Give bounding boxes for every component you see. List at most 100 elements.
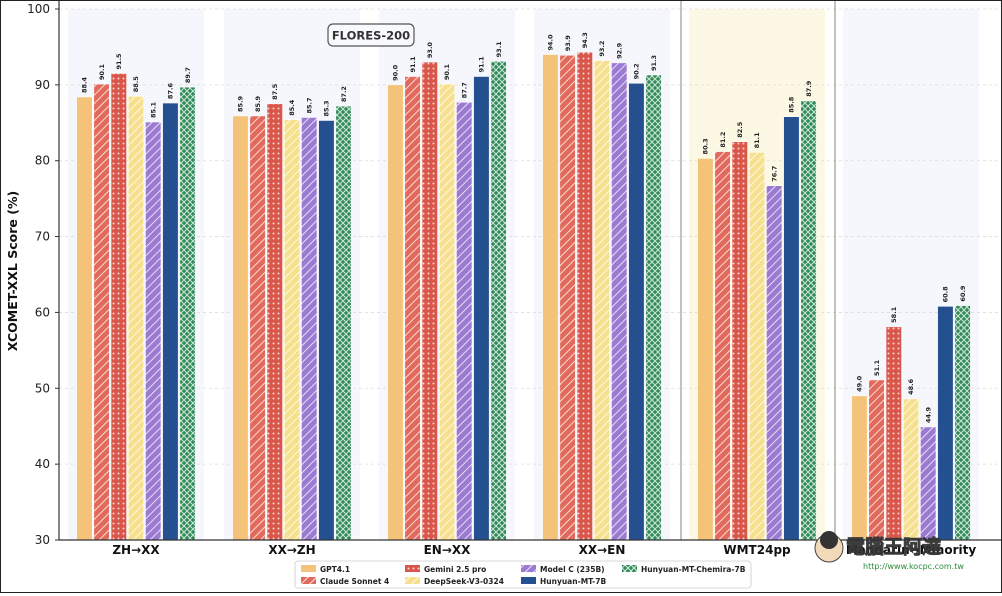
bar-hunyuan-mt-7b	[783, 116, 800, 541]
bar-value-label: 85.9	[237, 95, 245, 112]
bar-group	[559, 55, 576, 541]
y-tick-label: 40	[35, 457, 50, 471]
bar-pattern-overlay	[920, 426, 936, 540]
bar-value-label: 81.2	[719, 132, 727, 148]
bar-value-label: 87.6	[167, 83, 175, 100]
bar-pattern-overlay	[439, 84, 455, 540]
watermark-title: 電腦王阿達	[846, 535, 941, 558]
bar-group	[145, 121, 162, 541]
bar-pattern-overlay	[903, 398, 919, 540]
x-category-label: WMT24pp	[723, 543, 791, 557]
bar-pattern-overlay	[249, 115, 266, 541]
bar-value-label: 91.1	[478, 56, 486, 73]
bar-group	[697, 158, 714, 541]
bar-group	[387, 84, 404, 541]
y-axis-label: XCOMET-XXL Score (%)	[5, 191, 20, 351]
bar-group	[954, 305, 971, 541]
bar-group	[594, 60, 610, 541]
bar-group	[628, 83, 645, 541]
bar-group	[937, 306, 954, 541]
bar-group	[731, 141, 748, 541]
y-tick-label: 50	[35, 381, 50, 395]
flores-annotation-text: FLORES-200	[332, 29, 410, 43]
bar-group	[162, 102, 179, 541]
bar-group	[439, 83, 455, 541]
bar-group	[576, 51, 593, 541]
bar-pattern-overlay	[868, 379, 885, 540]
bar-hunyuan-mt-7b	[628, 83, 645, 541]
bar-gpt4-1	[542, 54, 559, 541]
bar-value-label: 91.5	[115, 53, 123, 70]
bar-value-label: 90.1	[443, 64, 451, 81]
legend-label: GPT4.1	[320, 565, 350, 574]
bar-value-label: 85.1	[149, 102, 157, 119]
bar-pattern-overlay	[594, 60, 610, 540]
bar-pattern-overlay	[335, 106, 352, 541]
bar-hunyuan-mt-7b	[318, 120, 335, 541]
y-tick-label: 80	[35, 154, 50, 168]
bar-value-label: 88.5	[132, 76, 140, 93]
x-category-label: XX→EN	[579, 543, 626, 557]
bar-value-label: 58.1	[890, 306, 898, 323]
bar-pattern-overlay	[267, 103, 283, 541]
bar-value-label: 93.9	[564, 35, 572, 52]
bar-value-label: 85.3	[323, 100, 331, 116]
bar-group	[93, 83, 110, 541]
bar-pattern-overlay	[128, 96, 144, 540]
bar-value-label: 48.6	[907, 378, 915, 395]
bar-pattern-overlay	[714, 151, 731, 540]
bar-value-label: 94.0	[547, 34, 555, 51]
watermark-url: http://www.kocpc.com.tw	[863, 562, 964, 571]
bar-value-label: 90.1	[98, 64, 106, 81]
bar-pattern-overlay	[179, 87, 196, 540]
bar-pattern-overlay	[766, 185, 782, 541]
bar-group	[404, 76, 421, 541]
legend-label: Gemini 2.5 pro	[424, 565, 486, 574]
bar-pattern-overlay	[422, 62, 438, 540]
bar-group	[249, 115, 266, 541]
group-backgrounds	[68, 9, 979, 540]
bar-value-label: 85.4	[288, 99, 296, 116]
flores-annotation-box	[327, 23, 415, 47]
bar-group	[335, 105, 352, 541]
bar-group	[611, 62, 628, 541]
bar-value-label: 60.8	[942, 286, 950, 303]
bar-value-label: 85.7	[305, 97, 313, 113]
legend-swatch-pattern	[301, 577, 316, 584]
bar-group	[179, 86, 196, 541]
bar-value-label: 90.0	[392, 64, 400, 81]
bar-gpt4-1	[697, 158, 714, 541]
bar-pattern-overlay	[611, 62, 627, 540]
bar-value-label: 85.8	[788, 96, 796, 113]
bar-pattern-overlay	[404, 76, 421, 541]
bar-group	[266, 103, 283, 541]
bars	[76, 51, 971, 541]
axes: 30 40 50 60 70 80 90 100 ZH→XX XX→ZH EN→XX XX→EN WMT…	[27, 1, 1001, 557]
legend-item: Hunyuan-MT-Chemira-7B	[622, 565, 746, 574]
y-tick-label: 70	[35, 230, 50, 244]
bar-value-label: 93.1	[495, 41, 503, 58]
watermark: 電腦王阿達 http://www.kocpc.com.tw	[814, 531, 964, 571]
bar-gpt4-1	[76, 96, 93, 541]
bar-pattern-overlay	[93, 84, 110, 540]
bar-value-label: 91.3	[650, 55, 658, 71]
x-category-label: ZH→XX	[112, 543, 160, 557]
bar-pattern-overlay	[732, 141, 748, 540]
bar-value-label: 92.9	[615, 42, 623, 59]
bar-group	[76, 96, 93, 541]
bar-group	[645, 74, 662, 541]
bar-group	[749, 152, 765, 541]
bar-group	[456, 102, 473, 541]
bar-group	[903, 398, 919, 541]
bar-pattern-overlay	[800, 100, 817, 540]
bar-hunyuan-mt-7b	[937, 306, 954, 541]
bar-value-label: 60.9	[959, 285, 967, 302]
x-category-label: XX→ZH	[268, 543, 315, 557]
bar-group	[800, 100, 817, 541]
bar-pattern-overlay	[111, 73, 127, 540]
bar-pattern-overlay	[645, 74, 662, 540]
x-category-label: Mandarin↔Minority	[846, 543, 977, 557]
bar-pattern-overlay	[749, 152, 765, 540]
legend-item: Hunyuan-MT-7B	[521, 577, 607, 586]
bar-group	[284, 119, 300, 541]
